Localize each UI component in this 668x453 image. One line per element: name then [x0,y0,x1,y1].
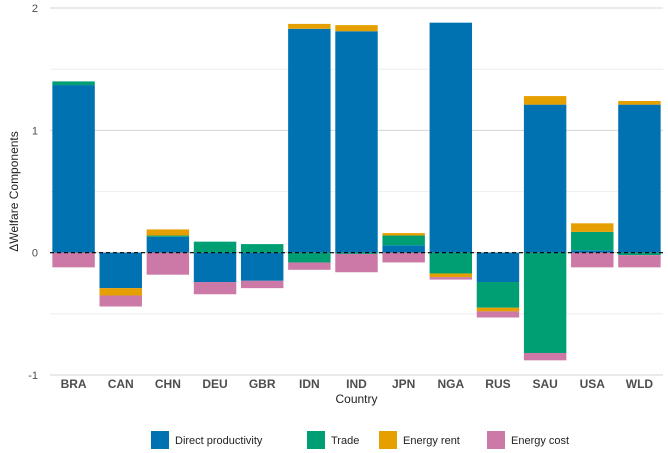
bar-nga-trade [429,252,473,274]
x-tick-label: RUS [485,377,510,391]
x-tick-label: IDN [299,377,320,391]
legend-swatch-energy-rent [379,431,397,449]
x-tick-label: BRA [61,377,87,391]
bar-can-direct-productivity [99,252,142,289]
legend-swatch-direct-productivity [151,431,169,449]
legend-label-energy-rent: Energy rent [403,435,460,447]
x-tick-label: IND [346,377,367,391]
bar-wld-direct-productivity [618,104,661,253]
bar-rus-energy-rent [476,307,520,312]
bar-idn-energy-cost [288,262,331,270]
bar-wld-energy-rent [618,100,661,105]
y-tick-label: 0 [32,248,38,260]
bar-can-energy-cost [99,295,142,307]
bar-nga-energy-rent [429,273,473,278]
x-tick-label: NGA [437,377,464,391]
x-axis-title: Country [335,392,377,406]
bar-usa-direct-productivity [571,250,614,253]
x-tick-labels: BRA CAN CHN DEU GBR IDN IND JPN NGA RUS SAU USA WLD [61,377,654,391]
bar-gbr-trade [240,244,284,253]
x-tick-label: JPN [392,377,415,391]
bar-idn-direct-productivity [288,28,331,253]
bar-ind-direct-productivity [335,31,378,253]
bar-ind-energy-rent [335,25,378,32]
bar-chn-direct-productivity [146,236,190,253]
x-tick-label: DEU [202,377,227,391]
y-tick-labels: -1 0 1 2 [28,3,38,382]
y-tick-label: 2 [32,3,38,15]
x-tick-label: SAU [532,377,557,391]
bar-chn-energy-rent [146,229,190,236]
bar-chn-trade [146,235,190,237]
bar-bra-trade [52,81,95,86]
bar-usa-energy-rent [571,223,614,232]
x-tick-label: WLD [626,377,654,391]
bar-rus-trade [476,282,520,308]
legend-label-trade: Trade [331,435,359,447]
bar-usa-energy-cost [571,252,614,268]
bar-usa-trade [571,231,614,251]
x-tick-label: GBR [249,377,276,391]
bar-jpn-energy-cost [382,252,425,263]
bar-sau-energy-cost [523,352,567,361]
bar-rus-energy-cost [476,311,520,318]
bar-wld-energy-cost [618,255,661,268]
legend: Direct productivity Trade Energy rent Energ… [151,431,569,449]
bar-deu-energy-cost [193,282,237,295]
legend-swatch-energy-cost [487,431,505,449]
bar-gbr-direct-productivity [240,252,284,281]
legend-swatch-trade [307,431,325,449]
y-tick-label: -1 [28,370,38,382]
bar-sau-direct-productivity [523,104,567,253]
bar-can-energy-rent [99,288,142,296]
bar-idn-energy-rent [288,23,331,29]
bar-gbr-energy-cost [240,280,284,289]
legend-label-energy-cost: Energy cost [511,435,569,447]
bar-sau-energy-rent [523,96,567,105]
y-axis-title: ΔWelfare Components [7,131,21,252]
bar-jpn-energy-rent [382,233,425,236]
bar-ind-energy-cost [335,253,378,273]
legend-label-direct-productivity: Direct productivity [175,435,263,447]
x-tick-label: CAN [108,377,134,391]
bar-sau-trade [523,252,567,353]
bar-nga-direct-productivity [429,22,473,253]
bar-wld-trade [618,252,661,256]
bar-chn-energy-cost [146,252,190,275]
bar-deu-trade [193,241,237,253]
bar-idn-trade [288,252,331,263]
bar-rus-direct-productivity [476,252,520,283]
bar-jpn-direct-productivity [382,245,425,253]
bar-jpn-trade [382,235,425,246]
bar-nga-energy-cost [429,277,473,280]
bars [52,22,661,361]
x-tick-label: USA [580,377,606,391]
bar-deu-direct-productivity [193,252,237,283]
x-tick-label: CHN [155,377,181,391]
bar-ind-trade [335,252,378,254]
bar-bra-energy-cost [52,252,95,268]
y-tick-label: 1 [32,125,38,137]
bar-bra-direct-productivity [52,85,95,253]
